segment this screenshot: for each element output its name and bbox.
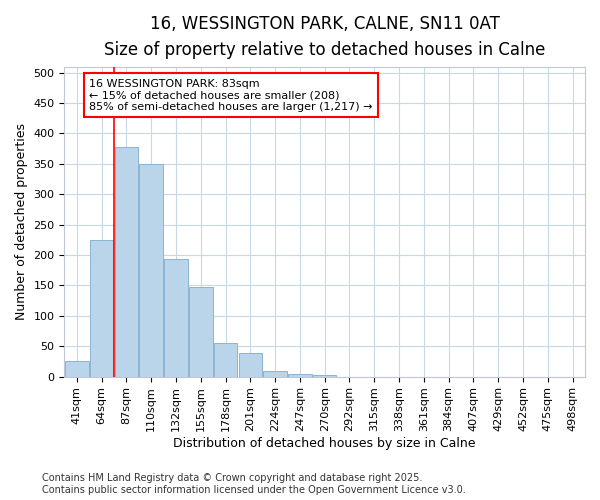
Bar <box>239 354 262 376</box>
Text: Contains HM Land Registry data © Crown copyright and database right 2025.
Contai: Contains HM Land Registry data © Crown c… <box>42 474 466 495</box>
Bar <box>263 370 287 376</box>
Text: 16 WESSINGTON PARK: 83sqm
← 15% of detached houses are smaller (208)
85% of semi: 16 WESSINGTON PARK: 83sqm ← 15% of detac… <box>89 78 373 112</box>
Bar <box>164 260 188 376</box>
Bar <box>189 287 212 376</box>
Title: 16, WESSINGTON PARK, CALNE, SN11 0AT
Size of property relative to detached house: 16, WESSINGTON PARK, CALNE, SN11 0AT Siz… <box>104 15 545 60</box>
Bar <box>90 240 113 376</box>
Y-axis label: Number of detached properties: Number of detached properties <box>15 123 28 320</box>
Bar <box>115 147 138 376</box>
Bar <box>288 374 311 376</box>
Bar <box>65 362 89 376</box>
Bar <box>214 343 238 376</box>
Bar <box>139 164 163 376</box>
X-axis label: Distribution of detached houses by size in Calne: Distribution of detached houses by size … <box>173 437 476 450</box>
